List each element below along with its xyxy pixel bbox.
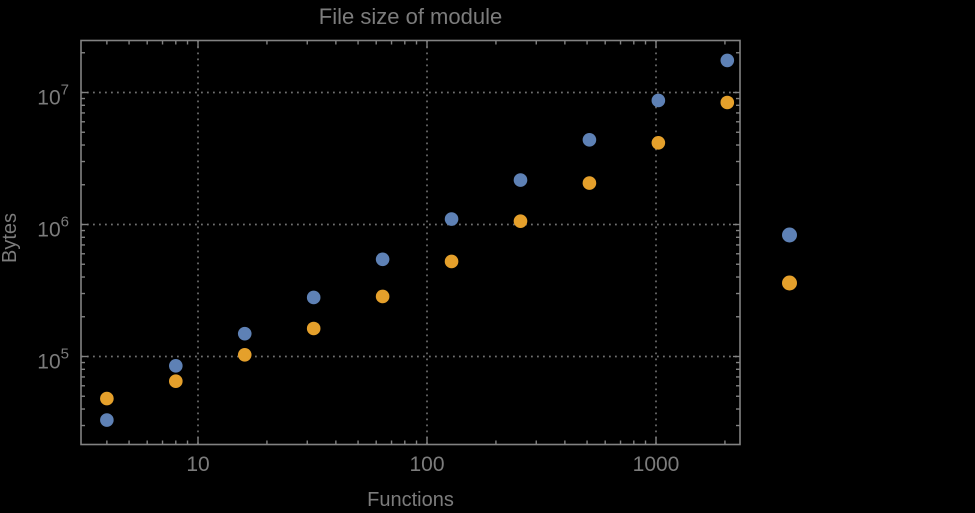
data-point-series-1 bbox=[444, 212, 459, 226]
data-points bbox=[100, 53, 735, 427]
x-tick-label: 1000 bbox=[633, 453, 680, 476]
data-point-series-2 bbox=[513, 214, 528, 228]
x-tick-label: 100 bbox=[409, 453, 444, 476]
data-point-series-2 bbox=[720, 95, 735, 110]
y-axis-label: Bytes bbox=[0, 213, 21, 263]
data-point-series-1 bbox=[582, 133, 597, 147]
data-point-series-2 bbox=[444, 254, 459, 269]
plot-frame bbox=[80, 39, 741, 446]
data-point-series-1 bbox=[237, 326, 252, 341]
data-point-series-2 bbox=[237, 348, 252, 362]
legend-marker-series-1 bbox=[782, 227, 797, 243]
data-point-series-1 bbox=[306, 290, 321, 305]
data-point-series-2 bbox=[582, 176, 597, 190]
y-tick-label: 105 bbox=[37, 346, 69, 374]
x-axis-label: Functions bbox=[367, 489, 454, 511]
data-point-series-2 bbox=[306, 321, 321, 336]
data-point-series-1 bbox=[169, 359, 183, 373]
y-tick-label: 107 bbox=[37, 82, 69, 110]
data-point-series-2 bbox=[651, 135, 666, 150]
x-tick-label: 10 bbox=[186, 453, 209, 476]
data-point-series-2 bbox=[100, 391, 114, 406]
tick-marks bbox=[81, 40, 740, 445]
legend bbox=[782, 227, 797, 291]
gridlines bbox=[81, 40, 740, 445]
data-point-series-2 bbox=[375, 289, 390, 304]
chart-title: File size of module bbox=[319, 4, 502, 29]
data-point-series-1 bbox=[375, 252, 390, 267]
y-tick-label: 106 bbox=[37, 214, 69, 242]
data-point-series-1 bbox=[720, 53, 735, 68]
legend-marker-series-2 bbox=[782, 275, 797, 291]
data-point-series-1 bbox=[513, 173, 528, 187]
data-point-series-2 bbox=[169, 374, 183, 388]
data-point-series-1 bbox=[100, 413, 114, 427]
tick-labels: 10 100 1000 105 106 107 bbox=[37, 82, 679, 477]
data-point-series-1 bbox=[651, 93, 666, 108]
